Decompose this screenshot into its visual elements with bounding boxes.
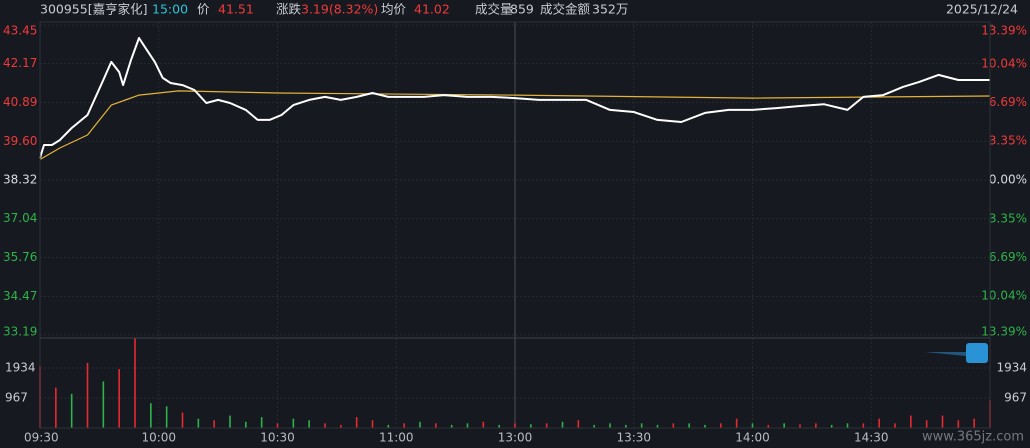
- y-tick-label: 39.60: [3, 134, 37, 148]
- button-icon[interactable]: [966, 343, 988, 363]
- time: 15:00: [152, 2, 188, 17]
- price: 41.51: [218, 2, 254, 17]
- plot-frame: [39, 21, 991, 429]
- x-tick-label: 14:30: [854, 431, 889, 445]
- button-glow: [925, 352, 966, 356]
- amount-label: 成交金额: [540, 2, 591, 17]
- change: 3.19(8.32%): [301, 2, 378, 17]
- volume-tick-label: 1934: [5, 361, 36, 375]
- x-tick-label: 11:00: [379, 431, 414, 445]
- stock-code: 300955[嘉亨家化]: [40, 2, 147, 17]
- y2-tick-label: 0.00%: [989, 173, 1027, 187]
- y2-tick-label: 10.04%: [981, 289, 1027, 303]
- y2-tick-label: 10.04%: [981, 56, 1027, 70]
- volume-tick-label: 967: [5, 391, 28, 405]
- y-tick-label: 43.45: [3, 24, 37, 38]
- volume-tick-label-right: 967: [1004, 391, 1027, 405]
- x-tick-label: 13:00: [498, 431, 533, 445]
- volume: 859: [510, 2, 534, 17]
- y2-tick-label: 3.35%: [989, 211, 1027, 225]
- y-tick-label: 34.47: [3, 289, 37, 303]
- y2-tick-label: 6.69%: [989, 250, 1027, 264]
- avg-label: 均价: [381, 2, 407, 17]
- change-label: 涨跌: [276, 2, 302, 17]
- x-tick-label: 13:30: [616, 431, 651, 445]
- y-tick-label: 42.17: [3, 56, 37, 70]
- side-button[interactable]: [925, 343, 988, 363]
- price-label: 价: [197, 2, 210, 17]
- watermark: www.365jz.com: [922, 430, 1024, 445]
- date: 2025/12/24: [946, 2, 1018, 17]
- volume-tick-label-right: 1934: [996, 361, 1027, 375]
- y2-tick-label: 13.39%: [981, 325, 1027, 339]
- y2-tick-label: 3.35%: [989, 134, 1027, 148]
- avg: 41.02: [414, 2, 450, 17]
- x-tick-label: 09:30: [24, 431, 59, 445]
- y-tick-label: 40.89: [3, 95, 37, 109]
- y-tick-label: 38.32: [3, 173, 37, 187]
- x-tick-label: 14:00: [735, 431, 770, 445]
- volume-label: 成交量: [475, 2, 513, 17]
- y2-tick-label: 13.39%: [981, 24, 1027, 38]
- y-tick-label: 33.19: [3, 325, 37, 339]
- price-line: [39, 37, 990, 159]
- y-tick-label: 37.04: [3, 211, 37, 225]
- average-line: [39, 90, 991, 161]
- x-tick-label: 10:30: [260, 431, 295, 445]
- amount: 352万: [592, 2, 628, 17]
- x-tick-label: 10:00: [141, 431, 176, 445]
- y2-tick-label: 6.69%: [989, 95, 1027, 109]
- y-tick-label: 35.76: [3, 250, 37, 264]
